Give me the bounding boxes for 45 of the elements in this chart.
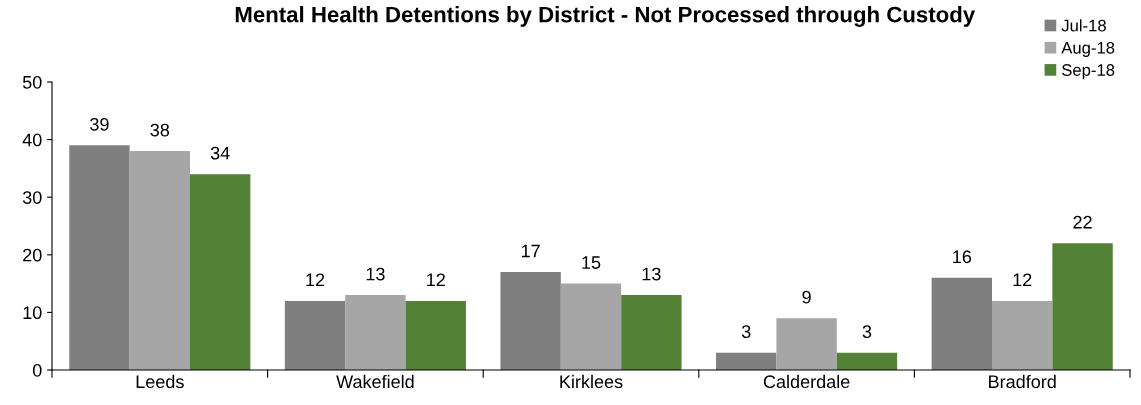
data-label: 39 <box>90 117 109 131</box>
bar <box>931 277 993 370</box>
bar <box>129 151 190 370</box>
y-tick-label: 30 <box>22 191 42 204</box>
y-tick-label: 0 <box>32 363 42 377</box>
data-label: 12 <box>1013 273 1032 287</box>
data-label: 9 <box>802 290 811 304</box>
y-tick-label: 40 <box>22 133 42 147</box>
x-tick-label: Wakefield <box>336 374 414 389</box>
data-label: 34 <box>210 146 230 160</box>
data-label: 22 <box>1073 215 1092 229</box>
x-tick-label: Calderdale <box>763 374 850 389</box>
bar <box>716 352 777 370</box>
bar <box>345 295 406 370</box>
data-label: 12 <box>306 273 325 287</box>
data-label: 15 <box>582 256 601 269</box>
bar <box>560 283 622 370</box>
bar <box>69 145 130 370</box>
x-tick-label: Bradford <box>989 374 1056 389</box>
x-tick-label: Kirklees <box>560 374 623 389</box>
data-label: 16 <box>953 250 972 264</box>
legend-label: Aug-18 <box>1061 41 1115 57</box>
data-label: 13 <box>642 267 661 281</box>
bar <box>992 300 1053 370</box>
bar <box>500 272 561 370</box>
x-tick-label: Leeds <box>136 374 184 389</box>
bar <box>405 300 466 370</box>
data-label: 38 <box>150 123 170 137</box>
y-tick-label: 10 <box>23 306 42 320</box>
legend-label: Jul-18 <box>1061 19 1106 32</box>
data-label: 17 <box>521 244 540 258</box>
y-tick-label: 20 <box>23 248 42 262</box>
data-label: 3 <box>741 325 751 339</box>
data-label: 3 <box>862 325 872 339</box>
legend-label: Sep-18 <box>1062 64 1115 80</box>
chart-title: Mental Health Detentions by District - Not Processed through Custody <box>235 6 976 27</box>
data-label: 12 <box>427 273 445 287</box>
data-label: 13 <box>366 267 385 281</box>
bar <box>1052 243 1113 370</box>
bar <box>189 174 251 370</box>
bar <box>776 318 837 370</box>
bar <box>621 295 682 370</box>
y-tick-label: 50 <box>22 75 42 89</box>
bar <box>284 300 346 370</box>
bar <box>836 352 898 370</box>
